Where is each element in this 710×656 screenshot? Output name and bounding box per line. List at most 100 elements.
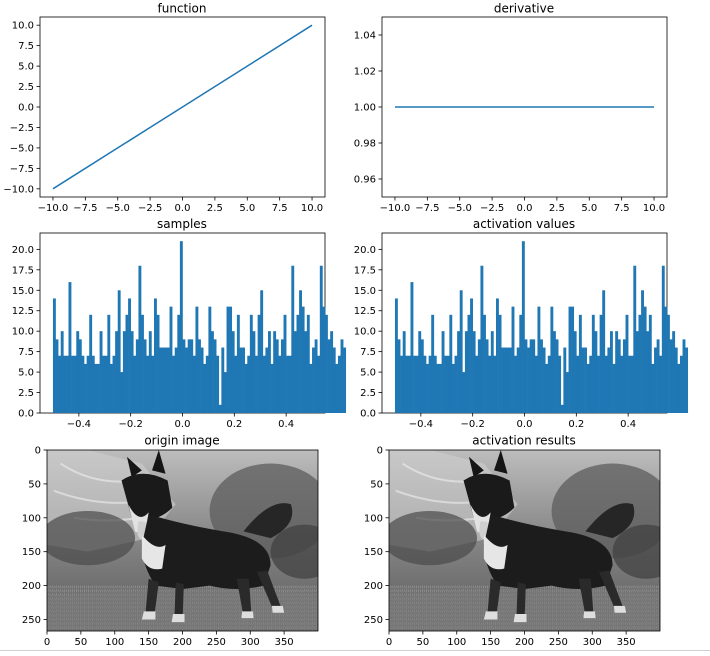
histogram-bar (610, 331, 613, 413)
x-tick-label: 0.2 (568, 419, 584, 430)
x-tick-label: 0.0 (175, 203, 191, 214)
histogram-bar (519, 314, 523, 413)
x-tick-label: 0 (44, 637, 50, 648)
histogram-bar (286, 355, 290, 413)
histogram-bar (439, 363, 442, 413)
y-tick-label: 10.0 (354, 327, 376, 338)
histogram-bar (223, 372, 227, 413)
histogram-bar (179, 241, 183, 413)
y-axis-function: −10.0 −7.5 −5.0 −2.5 0.0 2.5 5.0 7.5 10.0 (3, 21, 40, 195)
y-axis-derivative: 0.96 0.98 1.00 1.02 1.04 (354, 31, 382, 186)
panel-title-activation-values: activation values (473, 217, 575, 231)
y-tick-label: −5.0 (10, 143, 34, 154)
x-axis-samples: −0.4 −0.2 0.0 0.2 0.4 (67, 413, 294, 430)
histogram-bar (540, 339, 543, 413)
histogram-bar (226, 306, 230, 413)
histogram-bar (185, 347, 188, 413)
histogram-bar (143, 339, 147, 413)
histogram-bar (565, 372, 569, 413)
histogram-bar (685, 347, 689, 413)
x-tick-label: 0.4 (278, 419, 294, 430)
histogram-bar (524, 339, 528, 413)
y-tick-label: 1.00 (354, 103, 376, 114)
y-tick-label: 0 (377, 446, 383, 457)
histogram-bar (397, 339, 401, 413)
x-axis-activation-values: −0.4 −0.2 0.0 0.2 0.4 (409, 413, 636, 430)
histogram-bar (94, 363, 98, 413)
histogram-bar (115, 331, 119, 413)
dog-photo-activation (389, 450, 660, 631)
histogram-bar (63, 355, 67, 413)
histogram-bar (99, 331, 103, 413)
histogram-bar (423, 355, 427, 413)
histogram-bar (620, 355, 624, 413)
histogram-bar (174, 347, 178, 413)
y-tick-label: 50 (370, 479, 383, 490)
x-tick-label: 200 (515, 637, 534, 648)
histogram-bar (166, 347, 170, 413)
histogram-bar (242, 347, 245, 413)
x-tick-label: 2.5 (207, 203, 223, 214)
y-tick-label: 17.5 (354, 265, 376, 276)
y-tick-label: 250 (22, 615, 41, 626)
x-tick-label: 50 (417, 637, 430, 648)
histogram-bar (667, 314, 670, 413)
y-tick-label: 5.0 (18, 62, 34, 73)
histogram-bar (161, 347, 165, 413)
y-axis-activation-values: 0.0 2.5 5.0 7.5 10.0 12.5 15.0 17.5 20.0 (354, 245, 382, 420)
histogram-bar (86, 355, 90, 413)
x-tick-label: −0.4 (409, 419, 433, 430)
histogram-bar (293, 331, 297, 413)
y-tick-label: 17.5 (12, 265, 34, 276)
histogram-bar (125, 314, 129, 413)
histogram-bar (208, 306, 212, 413)
y-tick-label: 10.0 (12, 327, 34, 338)
y-tick-label: 100 (22, 513, 41, 524)
histogram-bar (154, 298, 157, 413)
histogram-bar (257, 314, 261, 413)
x-axis-origin-image: 0 50 100 150 200 250 300 350 (44, 631, 294, 648)
notebook-divider (0, 650, 710, 651)
histogram-bar (576, 355, 580, 413)
x-tick-label: 200 (173, 637, 192, 648)
histogram-bar (205, 355, 209, 413)
histogram-bar (537, 306, 541, 413)
histogram-bar (586, 363, 590, 413)
panel-activation-results: activation results 0 50 100 150 200 250 300 350… (364, 434, 661, 648)
histogram-bar (496, 298, 499, 413)
histogram-bar (628, 355, 632, 413)
panel-samples: samples −0.4 −0.2 0.0 0.2 0.4 0.0 2.5 5.0 7.5 10… (12, 217, 347, 430)
histogram-bar (78, 339, 82, 413)
y-tick-label: 15.0 (354, 286, 376, 297)
histogram-bar (454, 355, 458, 413)
y-tick-label: 2.5 (18, 82, 34, 93)
x-tick-label: −2.5 (480, 203, 504, 214)
histogram-bar (542, 347, 546, 413)
histogram-bar (483, 314, 486, 413)
histogram-bar (532, 339, 536, 413)
histogram-bar (477, 339, 481, 413)
y-tick-label: 200 (364, 581, 383, 592)
histogram-bar (584, 347, 587, 413)
histogram-bar (278, 355, 282, 413)
x-tick-label: −10.0 (38, 203, 69, 214)
histogram-bar (415, 355, 419, 413)
histogram-bar (211, 331, 214, 413)
histogram-bar (327, 339, 331, 413)
y-tick-label: 7.5 (18, 41, 34, 52)
histogram-bar (301, 306, 305, 413)
histogram-bar (247, 355, 251, 413)
histogram-bar (299, 290, 302, 413)
x-axis-derivative: −10.0 −7.5 −5.0 −2.5 0.0 2.5 5.0 7.5 10.0 (380, 197, 665, 214)
histogram-bar (283, 314, 287, 413)
histogram-bar (146, 355, 150, 413)
x-tick-label: −5.0 (448, 203, 472, 214)
histogram-bar (420, 339, 424, 413)
x-tick-label: 0.2 (226, 419, 242, 430)
histogram-bar (65, 355, 69, 413)
histogram-bar (192, 355, 196, 413)
histogram-bar (669, 339, 673, 413)
histogram-bar (441, 331, 445, 413)
y-tick-label: 20.0 (12, 245, 34, 256)
histogram-bar (558, 355, 562, 413)
